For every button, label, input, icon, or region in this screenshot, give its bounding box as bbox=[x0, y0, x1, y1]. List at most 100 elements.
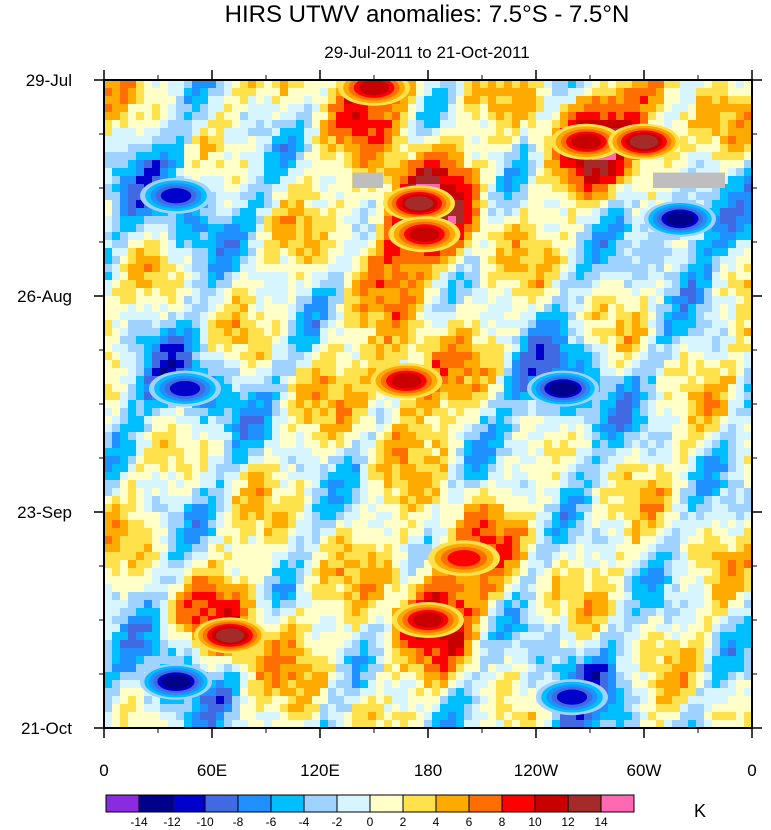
field-cell bbox=[648, 80, 657, 89]
field-cell bbox=[416, 160, 425, 169]
field-cell bbox=[592, 328, 601, 337]
field-cell bbox=[408, 416, 417, 425]
field-cell bbox=[600, 352, 609, 361]
field-cell bbox=[208, 304, 217, 313]
field-cell bbox=[680, 512, 689, 521]
field-cell bbox=[736, 328, 745, 337]
field-cell bbox=[248, 352, 257, 361]
field-cell bbox=[192, 272, 201, 281]
field-cell bbox=[128, 560, 137, 569]
field-cell bbox=[128, 152, 137, 161]
field-cell bbox=[232, 560, 241, 569]
field-cell bbox=[648, 544, 657, 553]
field-cell bbox=[320, 416, 329, 425]
field-cell bbox=[200, 152, 209, 161]
field-cell bbox=[560, 520, 569, 529]
field-cell bbox=[200, 552, 209, 561]
field-cell bbox=[304, 448, 313, 457]
field-cell bbox=[720, 432, 729, 441]
field-cell bbox=[216, 520, 225, 529]
field-cell bbox=[216, 160, 225, 169]
field-cell bbox=[720, 296, 729, 305]
field-cell bbox=[288, 336, 297, 345]
field-cell bbox=[496, 288, 505, 297]
field-cell bbox=[656, 160, 665, 169]
field-cell bbox=[304, 328, 313, 337]
field-cell bbox=[312, 304, 321, 313]
field-cell bbox=[472, 496, 481, 505]
field-cell bbox=[608, 112, 617, 121]
field-cell bbox=[328, 376, 337, 385]
field-cell bbox=[328, 480, 337, 489]
field-cell bbox=[184, 424, 193, 433]
field-cell bbox=[256, 264, 265, 273]
field-cell bbox=[104, 128, 113, 137]
field-cell bbox=[336, 192, 345, 201]
field-cell bbox=[736, 312, 745, 321]
field-cell bbox=[744, 456, 752, 465]
field-cell bbox=[368, 352, 377, 361]
field-cell bbox=[264, 384, 273, 393]
field-cell bbox=[360, 424, 369, 433]
field-cell bbox=[112, 360, 121, 369]
field-cell bbox=[624, 328, 633, 337]
field-cell bbox=[392, 112, 401, 121]
field-cell bbox=[360, 304, 369, 313]
field-cell bbox=[544, 88, 553, 97]
field-cell bbox=[312, 272, 321, 281]
field-cell bbox=[160, 144, 169, 153]
field-cell bbox=[648, 464, 657, 473]
field-cell bbox=[144, 296, 153, 305]
field-cell bbox=[152, 344, 161, 353]
field-cell bbox=[656, 104, 665, 113]
field-cell bbox=[160, 568, 169, 577]
field-cell bbox=[168, 160, 177, 169]
field-cell bbox=[120, 200, 129, 209]
field-cell bbox=[328, 432, 337, 441]
field-cell bbox=[720, 400, 729, 409]
field-cell bbox=[288, 248, 297, 257]
field-cell bbox=[720, 104, 729, 113]
field-cell bbox=[584, 408, 593, 417]
field-cell bbox=[552, 488, 561, 497]
field-cell bbox=[312, 432, 321, 441]
field-cell bbox=[608, 504, 617, 513]
field-cell bbox=[152, 248, 161, 257]
field-cell bbox=[696, 384, 705, 393]
field-cell bbox=[216, 88, 225, 97]
field-cell bbox=[464, 504, 473, 513]
field-cell bbox=[600, 272, 609, 281]
field-cell bbox=[128, 496, 137, 505]
field-cell bbox=[304, 136, 313, 145]
field-cell bbox=[328, 384, 337, 393]
field-cell bbox=[608, 328, 617, 337]
field-cell bbox=[368, 312, 377, 321]
field-cell bbox=[264, 488, 273, 497]
field-cell bbox=[432, 272, 441, 281]
field-cell bbox=[520, 240, 529, 249]
field-cell bbox=[352, 328, 361, 337]
field-cell bbox=[280, 488, 289, 497]
field-cell bbox=[688, 136, 697, 145]
field-cell bbox=[440, 400, 449, 409]
field-cell bbox=[736, 160, 745, 169]
field-cell bbox=[480, 456, 489, 465]
field-cell bbox=[704, 352, 713, 361]
field-cell bbox=[680, 432, 689, 441]
field-cell bbox=[352, 256, 361, 265]
field-cell bbox=[120, 408, 129, 417]
field-cell bbox=[168, 144, 177, 153]
field-cell bbox=[392, 216, 401, 225]
field-cell bbox=[336, 232, 345, 241]
field-cell bbox=[360, 536, 369, 545]
field-cell bbox=[560, 344, 569, 353]
field-cell bbox=[504, 216, 513, 225]
field-cell bbox=[280, 160, 289, 169]
field-cell bbox=[712, 128, 721, 137]
field-cell bbox=[352, 160, 361, 169]
field-cell bbox=[528, 168, 537, 177]
field-cell bbox=[688, 96, 697, 105]
field-cell bbox=[504, 544, 513, 553]
field-cell bbox=[488, 160, 497, 169]
field-cell bbox=[128, 552, 137, 561]
